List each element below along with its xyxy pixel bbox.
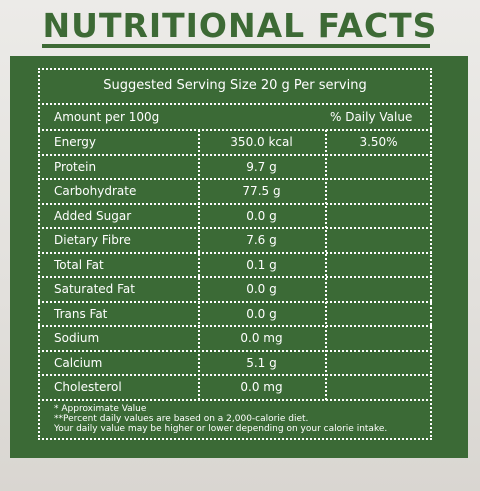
nutrient-amount: 0.0 g xyxy=(246,306,277,321)
divider xyxy=(38,325,432,327)
footnote: * Approximate Value xyxy=(54,404,147,414)
divider xyxy=(38,129,432,131)
divider xyxy=(38,398,432,401)
daily-value: 3.50% xyxy=(359,135,398,149)
nutrient-name: Cholesterol xyxy=(54,380,122,394)
divider xyxy=(38,153,432,156)
column-header: % Daily Value xyxy=(330,110,413,124)
nutrient-name: Total Fat xyxy=(54,257,104,272)
nutrient-name: Dietary Fibre xyxy=(54,233,131,247)
nutrient-amount: 9.7 g xyxy=(246,159,277,174)
divider xyxy=(38,276,432,278)
nutrient-name: Energy xyxy=(54,135,97,149)
divider xyxy=(38,103,432,105)
column-divider xyxy=(198,130,200,400)
nutrient-amount: 0.0 g xyxy=(246,208,277,223)
nutrient-amount: 0.0 g xyxy=(246,282,277,296)
nutrient-name: Saturated Fat xyxy=(54,282,135,296)
title-underline xyxy=(42,44,430,48)
divider xyxy=(38,349,432,352)
nutrient-amount: 77.5 g xyxy=(242,184,281,198)
nutrient-name: Calcium xyxy=(54,355,103,370)
divider xyxy=(38,374,432,376)
nutrient-name: Carbohydrate xyxy=(54,184,137,198)
nutrient-amount: 350.0 kcal xyxy=(230,135,293,149)
divider xyxy=(38,227,432,229)
title: NUTRITIONAL FACTS xyxy=(42,6,438,45)
footnote: **Percent daily values are based on a 2,… xyxy=(54,414,309,424)
nutrient-amount: 5.1 g xyxy=(246,355,277,370)
nutrient-amount: 7.6 g xyxy=(246,233,277,247)
divider xyxy=(38,251,432,254)
nutrient-amount: 0.0 mg xyxy=(240,331,283,345)
nutrient-name: Trans Fat xyxy=(54,306,108,321)
panel xyxy=(10,56,468,458)
nutrient-amount: 0.1 g xyxy=(246,257,277,272)
footnote: Your daily value may be higher or lower … xyxy=(54,424,388,434)
divider xyxy=(38,178,432,180)
divider xyxy=(38,202,432,205)
column-divider xyxy=(325,130,327,400)
column-header: Amount per 100g xyxy=(54,110,160,124)
nutrient-name: Added Sugar xyxy=(54,208,132,223)
nutrient-name: Sodium xyxy=(54,331,100,345)
nutrient-name: Protein xyxy=(54,159,97,174)
divider xyxy=(38,300,432,303)
nutrient-amount: 0.0 mg xyxy=(240,380,283,394)
table-border xyxy=(38,68,432,440)
serving-size: Suggested Serving Size 20 g Per serving xyxy=(103,78,367,93)
